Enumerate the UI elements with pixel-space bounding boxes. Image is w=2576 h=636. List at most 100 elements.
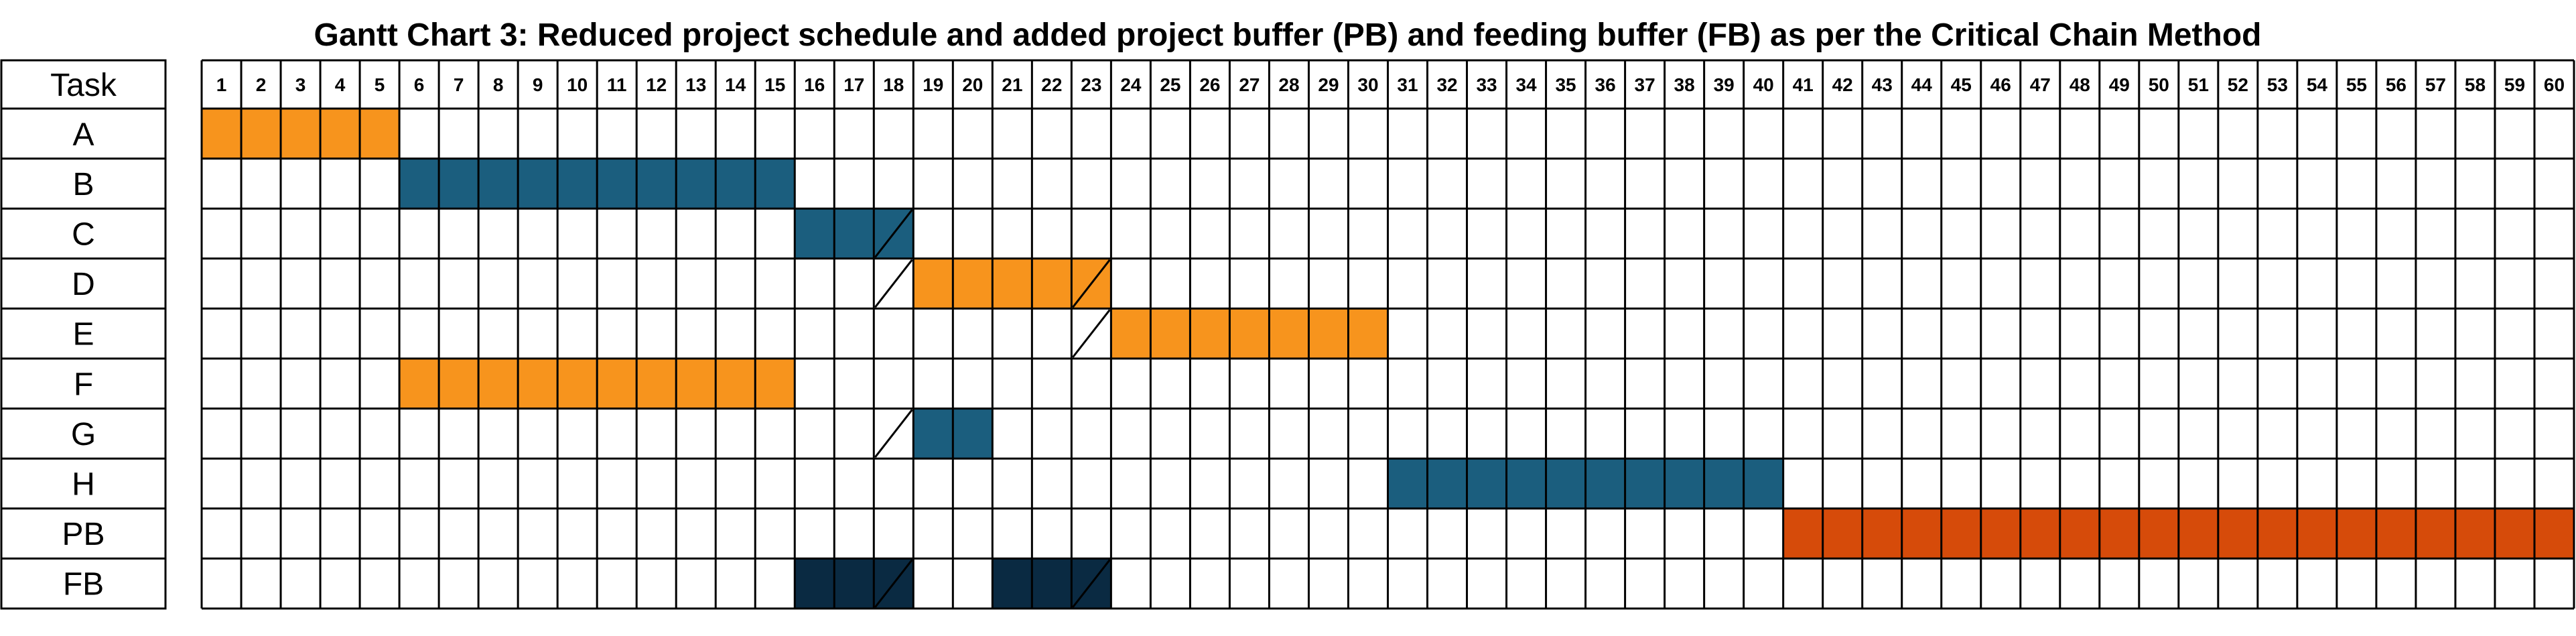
bar-cell-A-5 [360, 109, 400, 159]
period-label-19: 19 [923, 74, 943, 95]
task-header: Task [50, 68, 117, 103]
bar-cell-F-6 [399, 359, 439, 409]
slash-mark-D-23 [1072, 259, 1111, 308]
slash-mark-FB-18 [874, 559, 913, 608]
bar-cell-H-34 [1506, 458, 1546, 509]
period-label-25: 25 [1160, 74, 1180, 95]
period-label-55: 55 [2346, 74, 2367, 95]
bar-cell-PB-54 [2297, 508, 2337, 559]
task-label-F: F [74, 367, 93, 402]
bar-cell-PB-52 [2218, 508, 2258, 559]
bar-cell-B-14 [716, 158, 756, 209]
period-label-8: 8 [493, 74, 504, 95]
bar-cell-D-21 [992, 258, 1032, 309]
bar-cell-A-2 [241, 109, 281, 159]
bar-cell-E-28 [1269, 308, 1309, 359]
chart-title: Gantt Chart 3: Reduced project schedule … [314, 17, 2262, 53]
period-label-30: 30 [1357, 74, 1378, 95]
bar-cell-B-8 [478, 158, 519, 209]
bar-cell-F-9 [518, 359, 558, 409]
bar-cell-PB-41 [1783, 508, 1823, 559]
bar-cell-A-4 [320, 109, 360, 159]
period-label-54: 54 [2307, 74, 2328, 95]
bar-cell-H-31 [1387, 458, 1428, 509]
period-label-44: 44 [1911, 74, 1933, 95]
period-label-48: 48 [2070, 74, 2090, 95]
period-label-26: 26 [1199, 74, 1220, 95]
bar-cell-H-40 [1743, 458, 1783, 509]
slash-mark-D-18 [874, 259, 913, 308]
bar-cell-F-10 [557, 359, 598, 409]
bar-cell-PB-43 [1862, 508, 1902, 559]
period-label-7: 7 [454, 74, 464, 95]
period-label-34: 34 [1515, 74, 1537, 95]
bar-cell-E-25 [1150, 308, 1191, 359]
period-label-20: 20 [962, 74, 983, 95]
period-label-31: 31 [1397, 74, 1418, 95]
bar-cell-PB-49 [2099, 508, 2139, 559]
period-label-57: 57 [2425, 74, 2446, 95]
bar-cell-PB-57 [2415, 508, 2455, 559]
period-label-6: 6 [414, 74, 425, 95]
bar-cell-B-15 [755, 158, 795, 209]
period-label-22: 22 [1041, 74, 1062, 95]
bar-cell-G-19 [913, 408, 953, 459]
bar-cell-PB-51 [2178, 508, 2218, 559]
bar-cell-B-13 [676, 158, 716, 209]
bar-cell-FB-21 [992, 558, 1032, 609]
bar-cell-E-27 [1229, 308, 1270, 359]
chart-body: Task 1 2 3 4 5 6 7 8 9 10 11 12 13 14 15 16 17 18 19 20 21 22 2… [0, 59, 2575, 610]
period-label-45: 45 [1951, 74, 1972, 95]
bar-cell-B-10 [557, 158, 598, 209]
bar-cell-F-14 [716, 359, 756, 409]
bar-cell-H-39 [1704, 458, 1744, 509]
bar-cell-PB-50 [2139, 508, 2179, 559]
period-label-4: 4 [335, 74, 346, 95]
bar-cell-F-11 [597, 359, 637, 409]
task-label-A: A [72, 117, 94, 152]
bar-cell-D-22 [1032, 258, 1072, 309]
slash-mark-C-18 [874, 209, 913, 258]
bar-cell-B-9 [518, 158, 558, 209]
period-label-41: 41 [1793, 74, 1814, 95]
bar-cell-H-36 [1585, 458, 1625, 509]
bar-cell-H-33 [1467, 458, 1507, 509]
bar-cell-A-1 [202, 109, 242, 159]
period-label-15: 15 [764, 74, 785, 95]
period-label-17: 17 [843, 74, 864, 95]
task-label-C: C [72, 217, 95, 253]
bar-cell-C-17 [834, 208, 874, 259]
task-label-H: H [72, 467, 95, 503]
bar-cell-B-12 [636, 158, 677, 209]
period-label-1: 1 [216, 74, 227, 95]
slash-mark-E-23 [1072, 309, 1111, 358]
bar-cell-F-13 [676, 359, 716, 409]
period-label-10: 10 [567, 74, 588, 95]
bar-cell-PB-58 [2455, 508, 2495, 559]
bar-cell-G-20 [953, 408, 993, 459]
task-label-FB: FB [63, 567, 104, 602]
task-label-D: D [72, 267, 95, 302]
bar-cell-PB-56 [2376, 508, 2416, 559]
period-label-50: 50 [2149, 74, 2169, 95]
bar-cell-PB-55 [2336, 508, 2376, 559]
bar-cell-A-3 [281, 109, 321, 159]
period-label-47: 47 [2030, 74, 2051, 95]
bar-cell-E-26 [1190, 308, 1230, 359]
period-label-56: 56 [2386, 74, 2406, 95]
period-label-35: 35 [1555, 74, 1576, 95]
bar-cell-PB-48 [2059, 508, 2100, 559]
bar-cell-FB-16 [795, 558, 835, 609]
bar-cell-E-24 [1111, 308, 1151, 359]
period-label-52: 52 [2228, 74, 2248, 95]
bar-cell-E-30 [1348, 308, 1388, 359]
bar-cell-PB-60 [2534, 508, 2574, 559]
bar-cell-H-37 [1625, 458, 1665, 509]
bar-cell-F-12 [636, 359, 677, 409]
period-label-37: 37 [1635, 74, 1655, 95]
period-label-12: 12 [646, 74, 667, 95]
bar-cell-H-32 [1427, 458, 1467, 509]
bar-cell-FB-17 [834, 558, 874, 609]
bar-cell-PB-59 [2494, 508, 2534, 559]
period-label-58: 58 [2465, 74, 2486, 95]
